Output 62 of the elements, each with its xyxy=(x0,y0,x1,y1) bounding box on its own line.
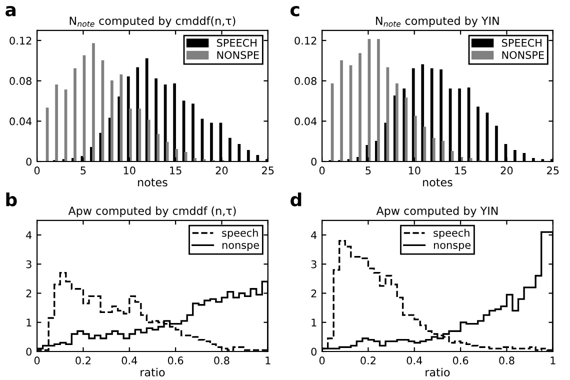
x-tick-label: 15 xyxy=(455,166,466,174)
legend-label: NONSPE xyxy=(217,51,259,59)
x-tick-label: 0.6 xyxy=(168,356,184,364)
y-tick-label: 0 xyxy=(311,348,316,356)
x-tick-label: 0.8 xyxy=(214,356,230,364)
legend-label: NONSPE xyxy=(502,51,544,59)
y-tick-label: 0.12 xyxy=(10,36,32,45)
y-tick-label: 0.04 xyxy=(10,117,32,126)
text: d xyxy=(290,192,302,206)
x-tick-label: 0.6 xyxy=(452,356,468,364)
y-tick-label: 0.08 xyxy=(10,77,32,85)
y-tick-label: 4 xyxy=(26,231,32,239)
y-tick-label: 0.08 xyxy=(294,77,316,85)
chart-title: N$_{note}$ computed by YIN xyxy=(376,16,499,28)
text: a xyxy=(6,6,16,16)
legend-label: SPEECH xyxy=(502,38,542,47)
y-tick-label: 1 xyxy=(312,318,316,326)
x-axis-title: ratio xyxy=(140,368,165,376)
x-tick-label: 0 xyxy=(319,166,325,174)
y-tick-label: 4 xyxy=(311,231,317,239)
x-tick-label: 0.2 xyxy=(76,356,90,364)
x-tick-label: 10 xyxy=(124,166,136,174)
y-tick-label: 0.04 xyxy=(294,117,317,126)
x-tick-label: 0 xyxy=(34,166,40,174)
x-tick-label: 25 xyxy=(547,166,559,174)
x-axis-title: ratio xyxy=(426,368,450,376)
x-tick-label: 0.2 xyxy=(360,356,376,364)
y-tick-label: 0 xyxy=(26,158,32,166)
legend-label: SPEECH xyxy=(216,38,256,47)
y-tick-label: 2 xyxy=(311,289,316,298)
legend-label: nonspe xyxy=(222,242,260,251)
chart-title: Apw computed by cmddf (n,τ) xyxy=(68,206,236,218)
legend-label: nonspe xyxy=(434,242,471,251)
y-tick-label: 0 xyxy=(26,348,32,356)
text: c xyxy=(290,6,300,16)
y-tick-label: 2 xyxy=(26,289,32,298)
x-tick-label: 0.4 xyxy=(122,356,138,364)
legend-label: speech xyxy=(222,228,258,239)
x-tick-label: 1 xyxy=(550,356,556,364)
y-tick-label: 3 xyxy=(311,260,316,268)
chart-title: N$_{note}$ computed by cmddf(n,τ) xyxy=(70,16,236,28)
x-tick-label: 20 xyxy=(216,166,228,174)
x-tick-label: 10 xyxy=(408,166,420,174)
legend-label: speech xyxy=(434,228,470,239)
x-tick-label: 5 xyxy=(366,166,371,174)
x-tick-label: 25 xyxy=(262,166,274,174)
x-tick-label: 15 xyxy=(170,166,182,174)
y-tick-label: 0.12 xyxy=(294,36,316,45)
x-tick-label: 0 xyxy=(34,356,40,364)
x-axis-title: notes xyxy=(423,178,452,186)
y-tick-label: 0 xyxy=(311,158,316,166)
x-tick-label: 5 xyxy=(80,166,86,174)
x-tick-label: 1 xyxy=(266,356,270,364)
x-tick-label: 20 xyxy=(500,166,513,174)
x-tick-label: 0 xyxy=(319,356,325,364)
x-tick-label: 0.8 xyxy=(499,356,514,364)
chart-title: Apw computed by YIN xyxy=(376,206,498,218)
x-axis-title: notes xyxy=(138,178,168,186)
text: b xyxy=(6,192,17,206)
y-tick-label: 1 xyxy=(26,318,32,326)
y-tick-label: 3 xyxy=(26,260,32,268)
x-tick-label: 0.4 xyxy=(406,356,422,364)
